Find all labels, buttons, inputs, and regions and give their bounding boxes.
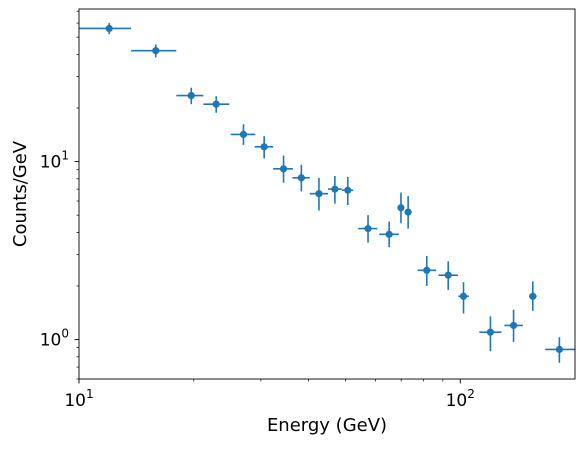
data-point-16 (417, 255, 437, 286)
data-point-2 (131, 44, 177, 58)
point-marker (297, 174, 305, 182)
point-marker (344, 186, 352, 194)
data-point-5 (230, 124, 256, 145)
data-point-11 (341, 176, 354, 206)
data-point-20 (504, 309, 523, 342)
data-point-21 (529, 281, 537, 311)
plot-frame (78, 8, 576, 380)
y-tick-label: 101 (40, 149, 69, 173)
point-marker (260, 143, 268, 151)
point-marker (555, 345, 563, 354)
point-marker (509, 321, 518, 330)
data-point-12 (358, 215, 378, 243)
point-marker (152, 47, 160, 55)
y-tick-label: 100 (40, 327, 69, 351)
data-point-17 (438, 261, 458, 290)
data-point-1 (79, 23, 132, 35)
point-marker (385, 230, 393, 238)
point-marker (315, 190, 323, 198)
data-point-14 (397, 192, 405, 224)
data-point-8 (292, 164, 310, 192)
point-marker (529, 292, 537, 300)
data-point-13 (379, 221, 399, 248)
x-tick-exponent: 1 (86, 387, 94, 401)
point-marker (187, 91, 195, 100)
data-point-3 (176, 87, 204, 105)
point-marker (423, 266, 431, 274)
point-marker (459, 292, 468, 300)
data-point-7 (273, 155, 293, 183)
y-tick-base: 10 (40, 331, 62, 351)
point-marker (444, 271, 452, 279)
data-point-9 (309, 177, 329, 211)
point-marker (279, 165, 288, 173)
point-marker (331, 185, 339, 193)
point-marker (239, 130, 248, 139)
data-point-4 (203, 96, 230, 113)
data-point-6 (254, 136, 274, 159)
y-tick-exponent: 1 (61, 149, 69, 163)
point-marker (105, 24, 113, 33)
x-tick-exponent: 2 (467, 387, 475, 401)
y-axis-label: Counts/GeV (10, 140, 31, 247)
point-marker (212, 100, 220, 108)
point-marker (404, 208, 412, 216)
point-marker (486, 328, 495, 336)
point-marker (364, 225, 372, 233)
data-point-10 (328, 175, 342, 204)
x-axis-label: Energy (GeV) (267, 415, 387, 436)
y-tick-base: 10 (40, 153, 62, 173)
data-point-19 (479, 316, 502, 352)
point-marker (397, 204, 405, 212)
data-point-22 (545, 337, 575, 363)
y-tick-exponent: 0 (61, 327, 69, 341)
data-marks (79, 23, 575, 363)
data-point-15 (404, 196, 412, 229)
data-point-18 (458, 282, 469, 314)
